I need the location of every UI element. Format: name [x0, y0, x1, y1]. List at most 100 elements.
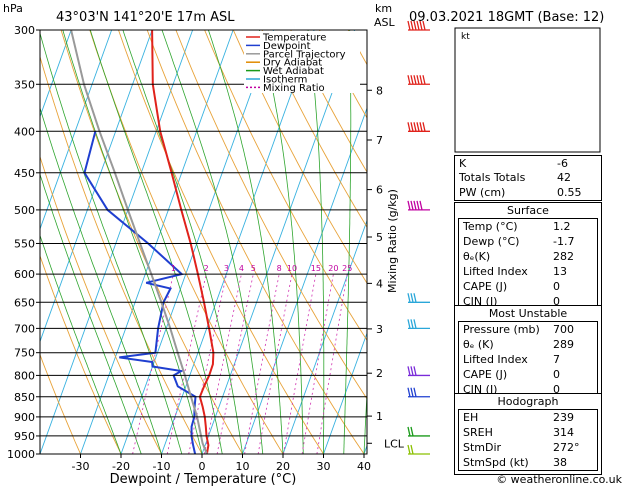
pw-label: PW (cm) — [459, 185, 557, 200]
surface-row: θₑ(K)282 — [459, 249, 597, 264]
mixing-ratio-axis-label: Mixing Ratio (g/kg) — [386, 189, 399, 293]
legend-entry: Mixing Ratio — [263, 83, 325, 94]
x-tick-label: 40 — [357, 460, 371, 473]
surface-row-value: 282 — [553, 249, 593, 264]
mixing-ratio-label: 10 — [287, 264, 297, 273]
wind-barb-flag — [411, 319, 413, 328]
km-tick-label: 1 — [376, 410, 383, 423]
wind-barb — [408, 122, 430, 131]
most-unstable-row-label: θₑ (K) — [463, 337, 553, 352]
wind-barb-flag — [408, 201, 410, 210]
mixing-ratio-line — [245, 274, 280, 454]
datetime-title: 09.03.2021 18GMT (Base: 12) — [409, 10, 604, 25]
pressure-tick-label: 650 — [14, 296, 35, 309]
isotherm-line — [0, 30, 71, 454]
wind-barb-flag — [411, 293, 413, 302]
mixing-ratio-line — [205, 274, 242, 454]
wind-barb-flag — [408, 445, 410, 454]
wind-barb-flag — [411, 122, 413, 131]
wind-barb-flag — [408, 427, 410, 436]
wind-barb — [408, 319, 430, 328]
hodograph-frame — [455, 28, 600, 152]
asl-label: ASL — [374, 16, 396, 29]
surface-row: CAPE (J)0 — [459, 279, 597, 294]
most-unstable-row-value: 700 — [553, 322, 593, 337]
wind-barb — [408, 75, 430, 84]
x-tick-label: 30 — [317, 460, 331, 473]
surface-row: Dewp (°C)-1.7 — [459, 234, 597, 249]
hpa-label: hPa — [3, 2, 23, 15]
lcl-label: LCL — [384, 437, 405, 450]
most-unstable-row: θₑ (K)289 — [459, 337, 597, 352]
wind-barb-flag — [411, 75, 413, 84]
surface-row-value: 1.2 — [553, 219, 593, 234]
wet-adiabat — [162, 30, 263, 454]
wind-barb — [408, 445, 430, 454]
wind-barb-flag — [420, 122, 422, 131]
wind-barb-flag — [417, 75, 419, 84]
hodograph-table-row-value: 314 — [553, 425, 593, 440]
mixing-ratio-label: 1 — [171, 264, 176, 273]
pressure-tick-label: 350 — [14, 78, 35, 91]
mixing-ratio-label: 8 — [277, 264, 282, 273]
totals-totals-value: 42 — [557, 170, 597, 185]
wind-barb-flag — [420, 75, 422, 84]
hodograph-table-row-label: StmDir — [463, 440, 553, 455]
mixing-ratio-label: 20 — [328, 264, 338, 273]
pw-value: 0.55 — [557, 185, 597, 200]
wind-barb — [408, 201, 430, 210]
pressure-tick-label: 950 — [14, 430, 35, 443]
surface-row-value: 13 — [553, 264, 593, 279]
x-tick-label: -30 — [72, 460, 90, 473]
mixing-ratio-line — [317, 274, 347, 454]
pressure-tick-label: 1000 — [7, 448, 35, 461]
wind-barb-flag — [408, 319, 410, 328]
km-tick-label: 7 — [376, 134, 383, 147]
wind-barb-flag — [408, 293, 410, 302]
surface-row-value: 0 — [553, 279, 593, 294]
pressure-tick-label: 450 — [14, 167, 35, 180]
wind-barb — [408, 366, 430, 375]
wind-barb-flag — [411, 427, 413, 436]
km-tick-label: 6 — [376, 184, 383, 197]
location-title: 43°03'N 141°20'E 17m ASL — [56, 10, 235, 25]
wind-barb-flag — [408, 75, 410, 84]
x-axis-label: Dewpoint / Temperature (°C) — [110, 472, 297, 486]
most-unstable-title: Most Unstable — [455, 306, 601, 321]
km-tick-label: 2 — [376, 367, 383, 380]
mixing-ratio-label: 25 — [342, 264, 352, 273]
km-tick-label: 4 — [376, 277, 383, 290]
km-tick-label: 5 — [376, 231, 383, 244]
hodograph-table-row-label: EH — [463, 410, 553, 425]
mixing-ratio-label: 3 — [224, 264, 229, 273]
mixing-ratio-line — [258, 274, 292, 454]
wind-barb-flag — [414, 293, 416, 302]
k-index-value: -6 — [557, 156, 597, 171]
wind-barb-flag — [417, 201, 419, 210]
wind-barb-flag — [423, 75, 425, 84]
hodograph-table-row: StmSpd (kt)38 — [459, 455, 597, 470]
hodograph-table-row-label: SREH — [463, 425, 553, 440]
isotherm-line — [121, 30, 274, 454]
pressure-tick-label: 750 — [14, 347, 35, 360]
hodograph-table-title: Hodograph — [455, 394, 601, 409]
km-tick-label: 3 — [376, 323, 383, 336]
pressure-tick-label: 400 — [14, 125, 35, 138]
mixing-ratio-label: 5 — [251, 264, 256, 273]
wind-barb — [408, 427, 430, 436]
wind-barb-flag — [417, 122, 419, 131]
mixing-ratio-label: 15 — [311, 264, 321, 273]
surface-row-label: Dewp (°C) — [463, 234, 553, 249]
wind-barb-flag — [414, 75, 416, 84]
hodograph-table-row-value: 272° — [553, 440, 593, 455]
wind-barb-flag — [414, 201, 416, 210]
pressure-tick-label: 500 — [14, 204, 35, 217]
hodograph-table-row-value: 239 — [553, 410, 593, 425]
dry-adiabat — [606, 30, 629, 454]
